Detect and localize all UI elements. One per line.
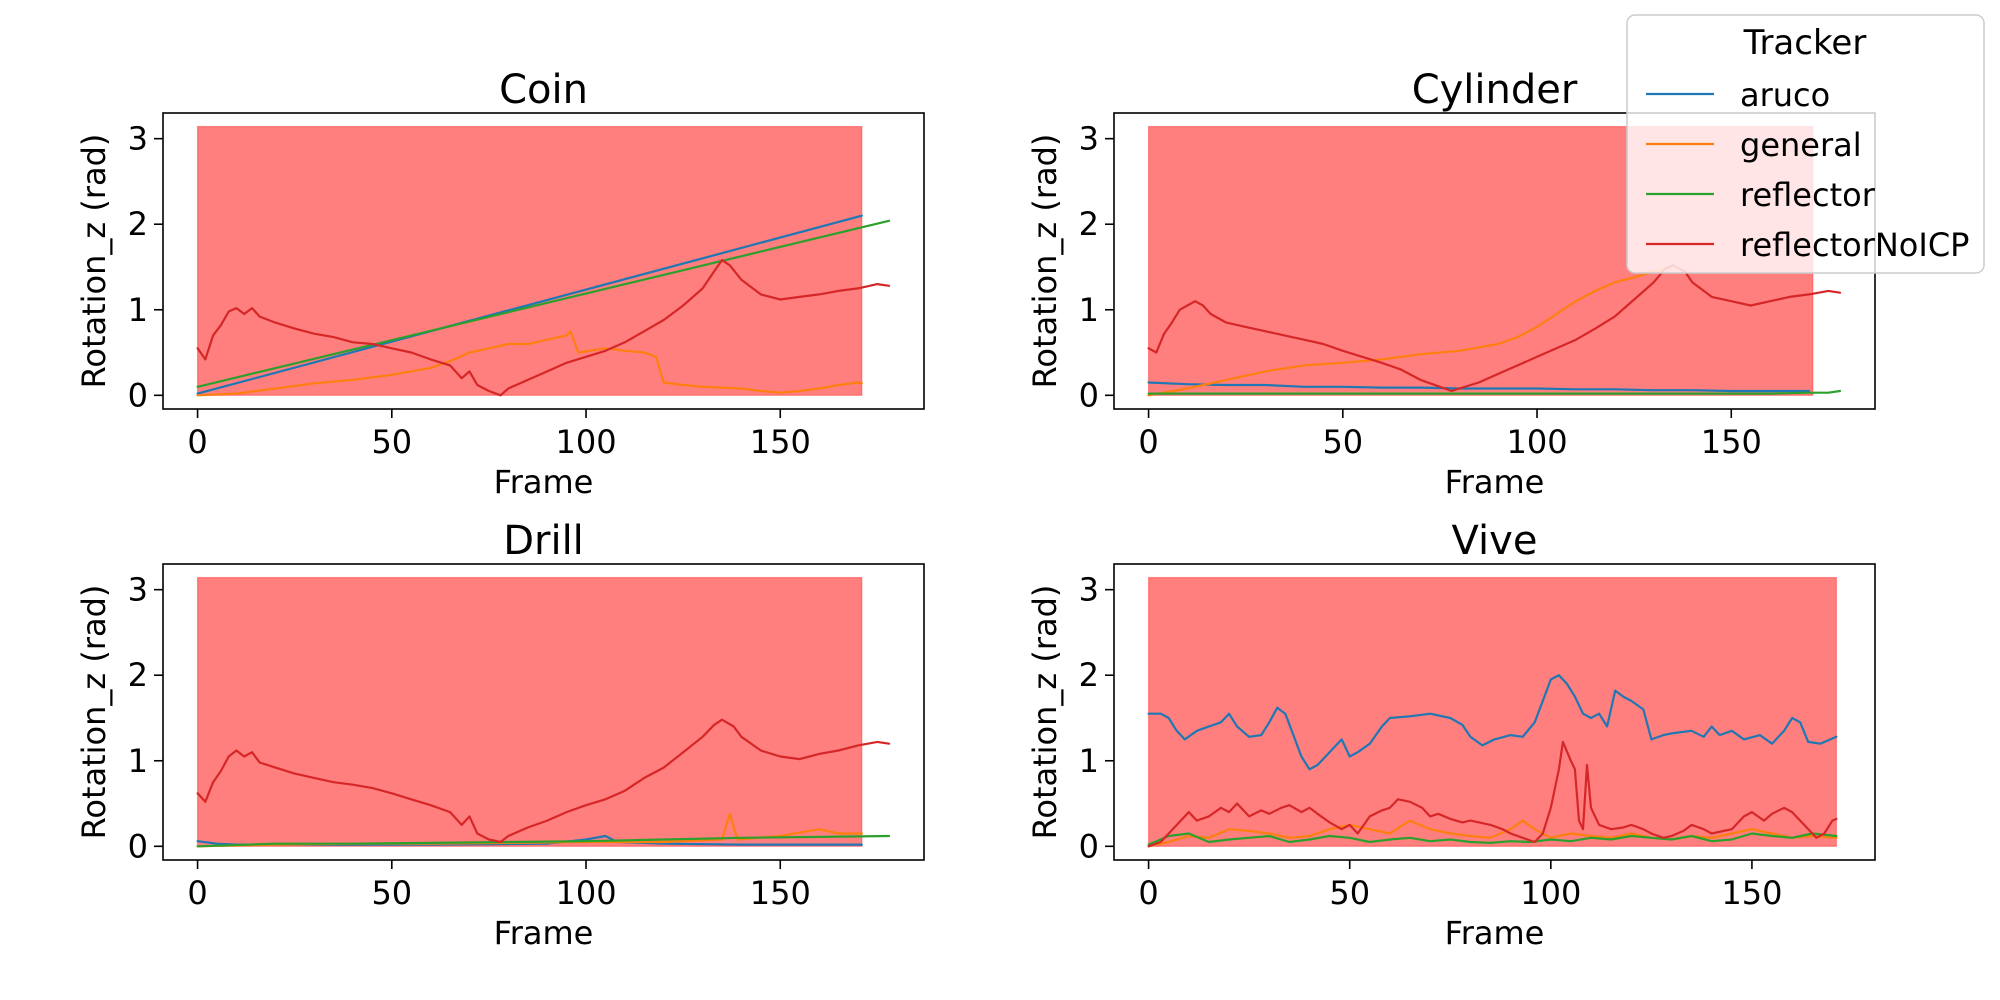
series-line-reflectornoicp: [1147, 264, 1842, 393]
legend-entry-reflectornoicp: reflectorNoICP: [1646, 226, 1969, 264]
shaded-region: [1147, 576, 1837, 847]
series-line-aruco: [1147, 381, 1811, 393]
x-axis-label: Frame: [494, 914, 594, 952]
y-tick-label: 2: [1079, 656, 1099, 694]
series-line-reflectornoicp: [196, 718, 891, 844]
x-tick-label: 100: [1506, 423, 1567, 461]
subplot-title: Cylinder: [1412, 67, 1578, 113]
y-tick-label: 1: [128, 742, 148, 780]
subplot-title: Vive: [1452, 518, 1538, 564]
y-tick-label: 3: [1079, 571, 1099, 609]
y-tick-label: 2: [128, 205, 148, 243]
y-tick-label: 0: [128, 827, 148, 865]
legend-label: aruco: [1740, 76, 1830, 114]
series-line-reflectornoicp: [1147, 740, 1838, 848]
y-axis-label: Rotation_z (rad): [1026, 134, 1064, 389]
y-axis-label: Rotation_z (rad): [75, 585, 113, 840]
x-tick-label: 150: [750, 874, 811, 912]
y-axis-label: Rotation_z (rad): [75, 134, 113, 389]
legend-entry-general: general: [1646, 126, 1862, 164]
legend-entry-reflector: reflector: [1646, 176, 1876, 214]
x-tick-label: 150: [1721, 874, 1782, 912]
series-line-general: [1147, 265, 1675, 397]
legend-entry-aruco: aruco: [1646, 76, 1830, 114]
y-tick-label: 0: [128, 376, 148, 414]
shaded-region: [196, 576, 863, 847]
series-line-reflector: [1147, 389, 1842, 395]
axes-frame: [162, 112, 925, 410]
series-line-general: [196, 330, 863, 397]
legend-entries: aruco general reflector reflectorNoICP: [1646, 76, 1969, 264]
x-axis-label: Frame: [1445, 463, 1545, 501]
y-tick-label: 2: [128, 656, 148, 694]
subplot-vive: 0 50 100 150 0 1 2 3 Vive Frame Rotation_z (rad): [1026, 518, 1876, 952]
x-tick-label: 0: [1138, 874, 1158, 912]
y-tick-label: 3: [128, 120, 148, 158]
subplot-coin: 0 50 100 150 0 1 2 3 Coin Frame Rotation_z (rad): [75, 67, 925, 501]
series-lines: [1147, 264, 1842, 397]
x-tick-label: 0: [1138, 423, 1158, 461]
x-tick-label: 0: [187, 423, 207, 461]
y-axis-label: Rotation_z (rad): [1026, 585, 1064, 840]
x-axis-label: Frame: [494, 463, 594, 501]
y-tick-label: 0: [1079, 376, 1099, 414]
y-tick-label: 2: [1079, 205, 1099, 243]
y-tick-label: 0: [1079, 827, 1099, 865]
y-tick-label: 3: [1079, 120, 1099, 158]
series-lines: [196, 214, 891, 397]
x-tick-label: 100: [555, 874, 616, 912]
series-lines: [1147, 674, 1838, 848]
axes-frame: [1113, 563, 1876, 861]
series-line-general: [1147, 819, 1838, 848]
x-tick-label: 50: [371, 423, 412, 461]
x-tick-label: 100: [1520, 874, 1581, 912]
x-tick-label: 0: [187, 874, 207, 912]
series-lines: [196, 718, 891, 848]
legend-label: reflectorNoICP: [1740, 226, 1969, 264]
x-tick-label: 100: [555, 423, 616, 461]
legend-frame: [1626, 14, 1985, 274]
legend-title: Tracker: [1743, 23, 1867, 63]
y-tick-label: 1: [1079, 291, 1099, 329]
x-axis-label: Frame: [1445, 914, 1545, 952]
series-line-reflectornoicp: [196, 259, 891, 397]
subplot-title: Drill: [503, 518, 584, 564]
series-line-reflector: [1147, 832, 1838, 846]
series-line-reflector: [196, 834, 891, 848]
y-tick-label: 3: [128, 571, 148, 609]
x-tick-label: 50: [1329, 874, 1370, 912]
shaded-region: [196, 125, 863, 396]
axes-frame: [162, 563, 925, 861]
legend-label: reflector: [1740, 176, 1876, 214]
series-line-aruco: [196, 214, 863, 395]
x-tick-label: 50: [1322, 423, 1363, 461]
x-tick-label: 50: [371, 874, 412, 912]
series-line-aruco: [1147, 674, 1838, 771]
legend-label: general: [1740, 126, 1862, 164]
y-tick-label: 1: [128, 291, 148, 329]
x-tick-label: 150: [750, 423, 811, 461]
subplot-drill: 0 50 100 150 0 1 2 3 Drill Frame Rotation_z (rad): [75, 518, 925, 952]
legend: Tracker aruco general reflector reflectorNo…: [1626, 14, 1985, 274]
subplot-title: Coin: [499, 67, 588, 113]
x-tick-label: 150: [1701, 423, 1762, 461]
y-tick-label: 1: [1079, 742, 1099, 780]
series-line-reflector: [196, 219, 891, 388]
